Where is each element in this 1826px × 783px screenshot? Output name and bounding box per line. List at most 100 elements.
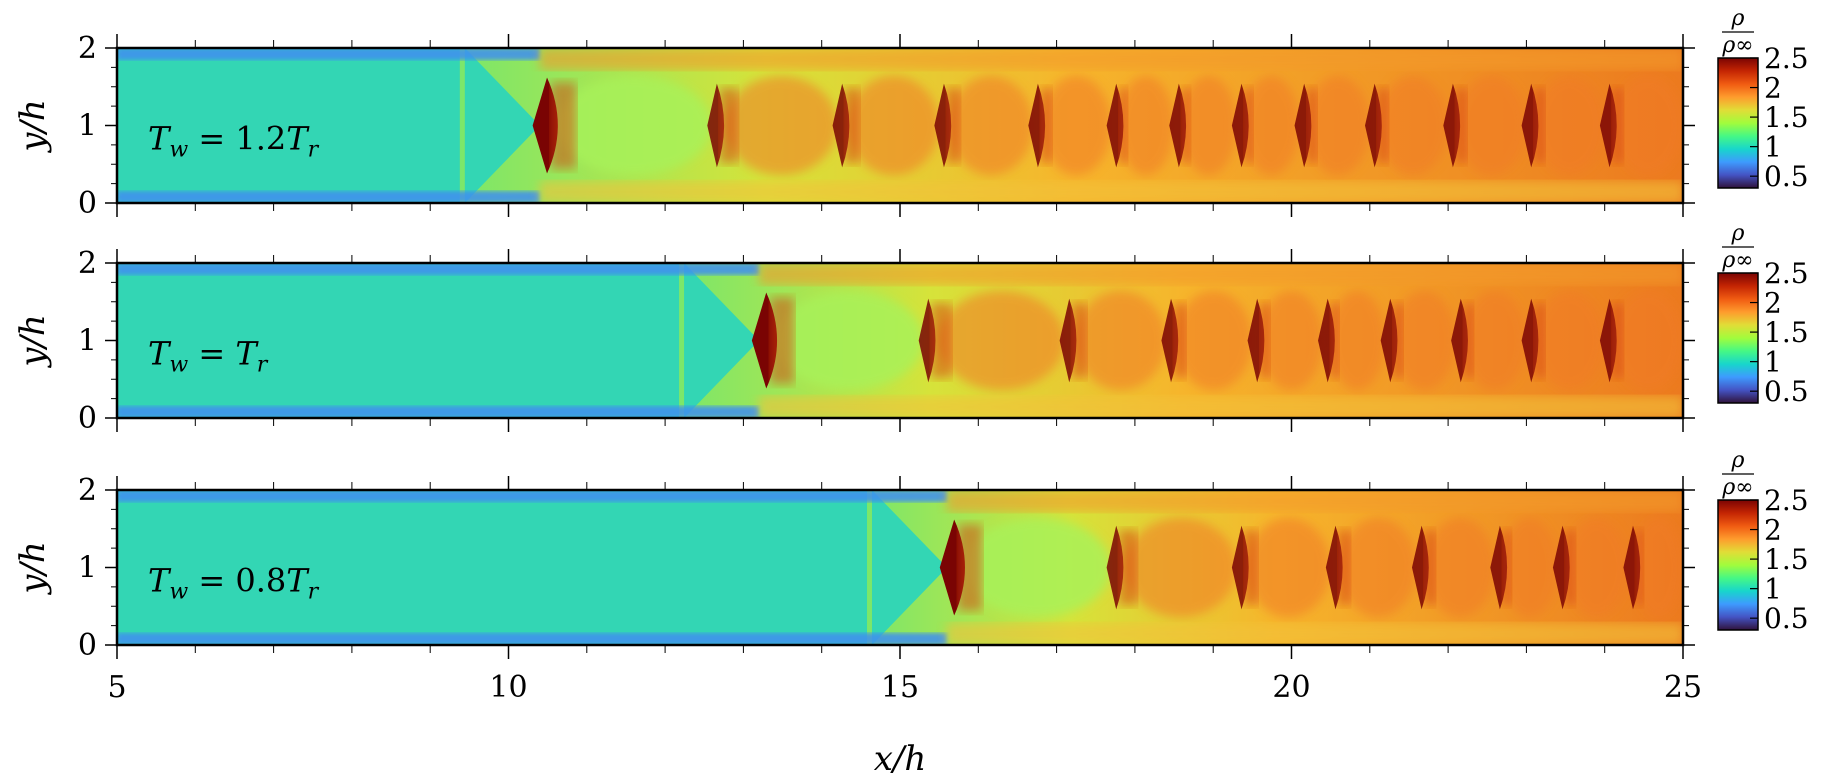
shock-cell: [1329, 290, 1386, 391]
shock-cell: [1534, 75, 1605, 176]
shock-cell: [1174, 290, 1253, 391]
x-tick-label: 25: [1664, 670, 1702, 705]
top-mixing-layer: [539, 48, 1683, 70]
shock-cell: [1074, 290, 1167, 391]
y-tick-label: 0: [78, 401, 97, 436]
colorbar-tick-label: 1.5: [1764, 543, 1809, 576]
colorbar-tick-label: 1: [1764, 573, 1782, 606]
y-tick-label: 0: [78, 186, 97, 221]
shock-wake: [1243, 529, 1258, 606]
colorbar: 2.521.510.5 ρρ∞: [1717, 6, 1809, 193]
shock-wake: [1611, 302, 1624, 379]
shock-cell: [1424, 517, 1496, 618]
shock-cell: [724, 75, 838, 176]
shock-cell: [1180, 75, 1237, 176]
shock-wake: [1502, 529, 1512, 606]
shock-cell: [775, 290, 924, 391]
colorbar-tick-label: 2.5: [1764, 42, 1809, 75]
wall-temperature-annotation: Tw = 0.8Tr: [148, 562, 320, 605]
oblique-shock-wedge: [684, 263, 760, 418]
oblique-shock-wedge: [464, 48, 540, 203]
oblique-shock-wedge: [871, 490, 947, 645]
density-field: [117, 490, 1683, 645]
shock-wake: [957, 524, 983, 611]
shock-cell: [557, 75, 713, 176]
shock-wake: [930, 302, 952, 379]
top-mixing-layer: [759, 263, 1683, 285]
colorbar-tick-label: 1: [1764, 131, 1782, 164]
y-tick-label: 1: [78, 324, 97, 359]
y-tick-label: 2: [78, 31, 97, 66]
shock-cell: [1123, 517, 1237, 618]
y-axis-title: y/h: [13, 541, 53, 596]
shock-wake: [1243, 87, 1254, 164]
shock-cell: [1612, 75, 1683, 176]
y-tick-label: 1: [78, 109, 97, 144]
y-axis-title: y/h: [13, 314, 53, 369]
colorbar-tick-label: 1.5: [1764, 316, 1809, 349]
shock-wake: [769, 297, 795, 384]
shock-cell: [1564, 517, 1629, 618]
top-boundary-layer: [117, 490, 947, 502]
shock-cell: [847, 75, 940, 176]
shock-cell: [937, 290, 1065, 391]
bottom-mixing-layer: [946, 623, 1683, 645]
colorbar-label-denominator: ρ∞: [1721, 475, 1753, 500]
shock-wake: [1533, 87, 1546, 164]
colorbar-tick-label: 2: [1764, 514, 1782, 547]
shock-wake: [1040, 87, 1053, 164]
top-mixing-layer: [946, 490, 1683, 512]
bottom-mixing-layer: [759, 396, 1683, 418]
shock-cell: [1339, 517, 1417, 618]
shock-wake: [1337, 529, 1351, 606]
shock-wake: [1118, 87, 1129, 164]
shock-wake: [1611, 87, 1624, 164]
x-axis-title: x/h: [874, 739, 927, 779]
shock-wake: [844, 87, 860, 164]
bottom-boundary-layer: [117, 191, 540, 203]
colorbar-label-denominator: ρ∞: [1721, 248, 1753, 273]
shock-wake: [1463, 302, 1474, 379]
x-axis-label: x/h: [874, 739, 927, 779]
shock-cell: [963, 517, 1112, 618]
shock-cell: [1377, 75, 1449, 176]
shock-cell: [1534, 290, 1605, 391]
colorbar-label-denominator: ρ∞: [1721, 33, 1753, 58]
shock-wake: [1118, 529, 1138, 606]
colorbar-tick-label: 0.5: [1764, 375, 1809, 408]
bottom-boundary-layer: [117, 633, 947, 645]
y-tick-label: 1: [78, 551, 97, 586]
density-field: [117, 263, 1683, 418]
bottom-boundary-layer: [117, 406, 760, 418]
colorbar-tick-label: 0.5: [1764, 160, 1809, 193]
shock-wake: [946, 87, 961, 164]
shock-cell: [1501, 517, 1558, 618]
shock-cell: [1117, 75, 1175, 176]
colorbar-label-numerator: ρ: [1731, 6, 1745, 31]
y-tick-label: 0: [78, 628, 97, 663]
shock-wake: [1377, 87, 1389, 164]
shock-cell: [1392, 290, 1456, 391]
shock-wake: [1071, 302, 1087, 379]
y-tick-label: 2: [78, 473, 97, 508]
shock-cell: [1633, 517, 1683, 618]
colorbar: 2.521.510.5 ρρ∞: [1717, 448, 1809, 635]
shock-wake: [1173, 302, 1187, 379]
x-tick-label: 5: [107, 670, 126, 705]
x-tick-label: 10: [489, 670, 527, 705]
shock-wake: [719, 87, 739, 164]
colorbar-tick-label: 1: [1764, 346, 1782, 379]
wall-temperature-annotation: Tw = Tr: [148, 335, 269, 378]
shock-cell: [1462, 290, 1527, 391]
colorbar-gradient: [1717, 57, 1759, 189]
colorbar-tick-label: 2.5: [1764, 257, 1809, 290]
shock-wake: [1330, 302, 1340, 379]
shock-cell: [1612, 290, 1683, 391]
colorbar-label-numerator: ρ: [1731, 221, 1745, 246]
shock-wake: [1635, 529, 1644, 606]
shock-wake: [1455, 87, 1468, 164]
